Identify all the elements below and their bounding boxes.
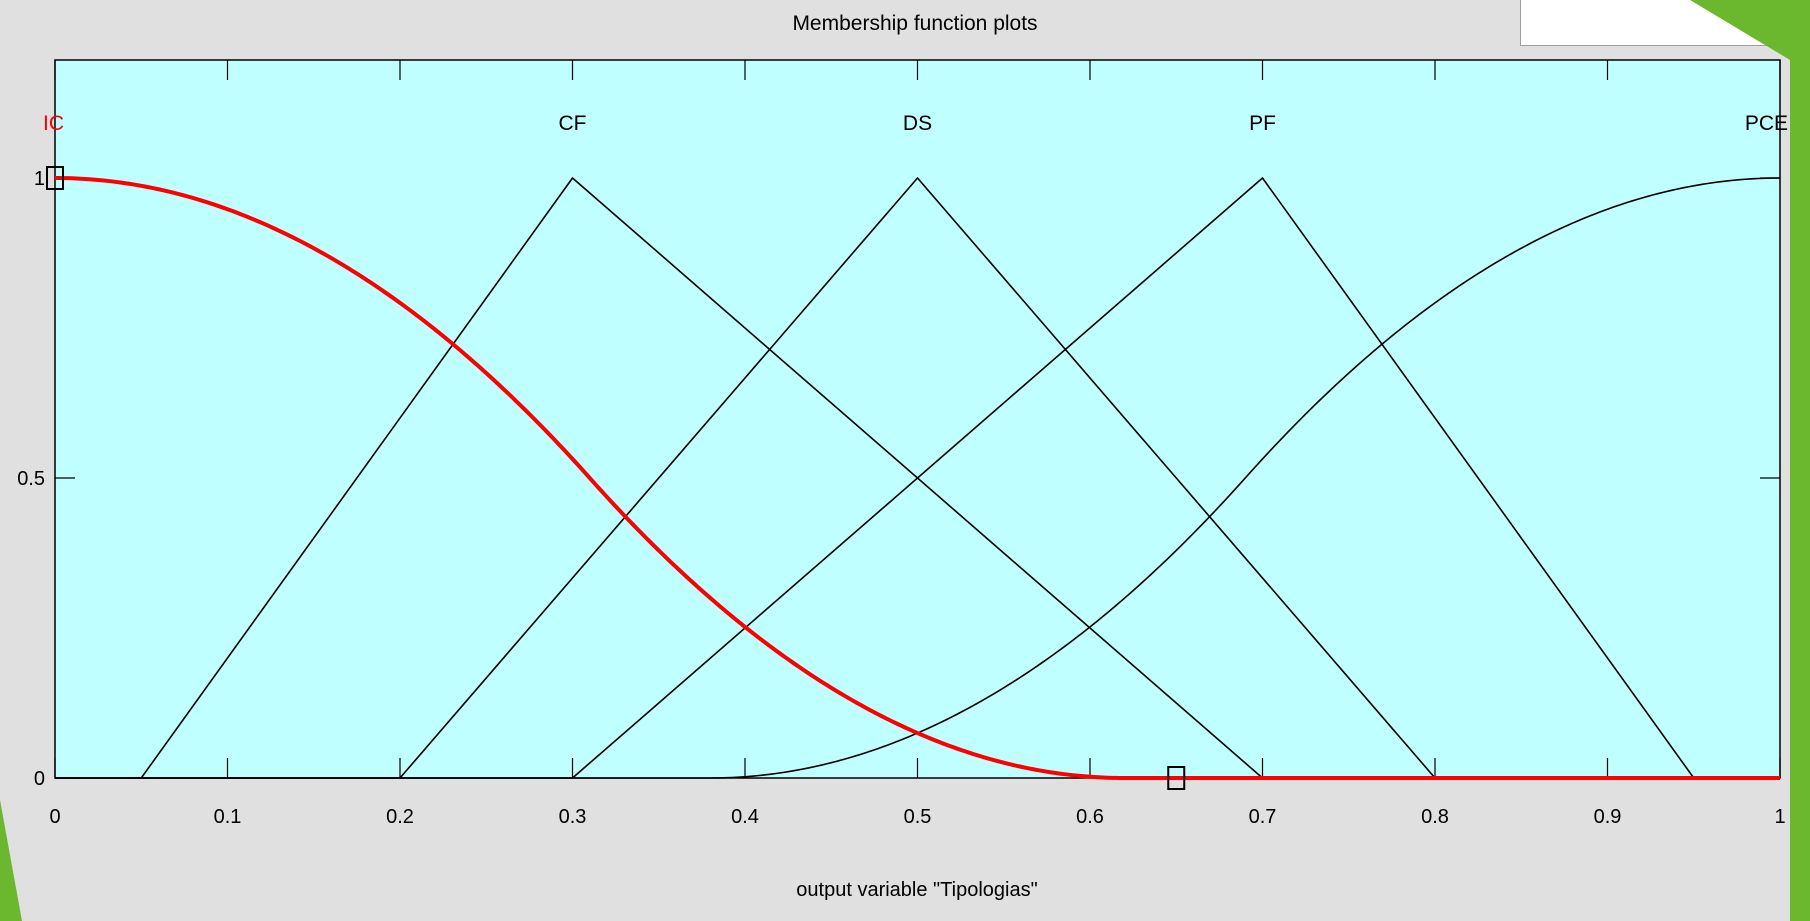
membership-function-labels: CF DS PF PCE IC <box>43 112 1788 135</box>
axis-ticks: 0 0.1 0.2 0.3 0.4 0.5 0.6 0.7 0.8 0.9 1 0 0.5 1 <box>17 60 1786 828</box>
slide-accent-left <box>0 800 22 921</box>
x-tick-label: 0 <box>49 806 60 828</box>
selection-handle[interactable] <box>46 166 64 190</box>
slide-accent-right <box>1690 0 1810 921</box>
x-tick-label: 0.1 <box>214 806 242 828</box>
mf-label-cf[interactable]: CF <box>559 112 587 135</box>
x-tick-label: 1 <box>1774 806 1785 828</box>
x-axis-label: output variable "Tipologias" <box>796 879 1037 901</box>
mf-label-ds[interactable]: DS <box>903 112 932 135</box>
x-tick-label: 0.2 <box>386 806 414 828</box>
selection-markers <box>46 166 1186 790</box>
x-tick-label: 0.8 <box>1421 806 1449 828</box>
x-tick-label: 0.9 <box>1594 806 1622 828</box>
mf-label-ic[interactable]: IC <box>43 112 64 135</box>
y-tick-label: 0 <box>34 768 45 790</box>
y-tick-label: 1 <box>34 168 45 190</box>
plot-area[interactable] <box>54 59 1781 779</box>
mf-line-ic[interactable] <box>54 176 1780 780</box>
mf-label-pce[interactable]: PCE <box>1745 112 1788 135</box>
x-tick-label: 0.6 <box>1076 806 1104 828</box>
y-tick-label: 0.5 <box>17 468 45 490</box>
x-tick-label: 0.5 <box>904 806 932 828</box>
x-tick-label: 0.4 <box>731 806 759 828</box>
x-tick-label: 0.3 <box>559 806 587 828</box>
selection-handle[interactable] <box>1167 766 1186 790</box>
membership-functions <box>54 176 1781 780</box>
mf-label-pf[interactable]: PF <box>1249 112 1276 135</box>
x-tick-label: 0.7 <box>1249 806 1277 828</box>
chart-title: Membership function plots <box>792 12 1037 35</box>
